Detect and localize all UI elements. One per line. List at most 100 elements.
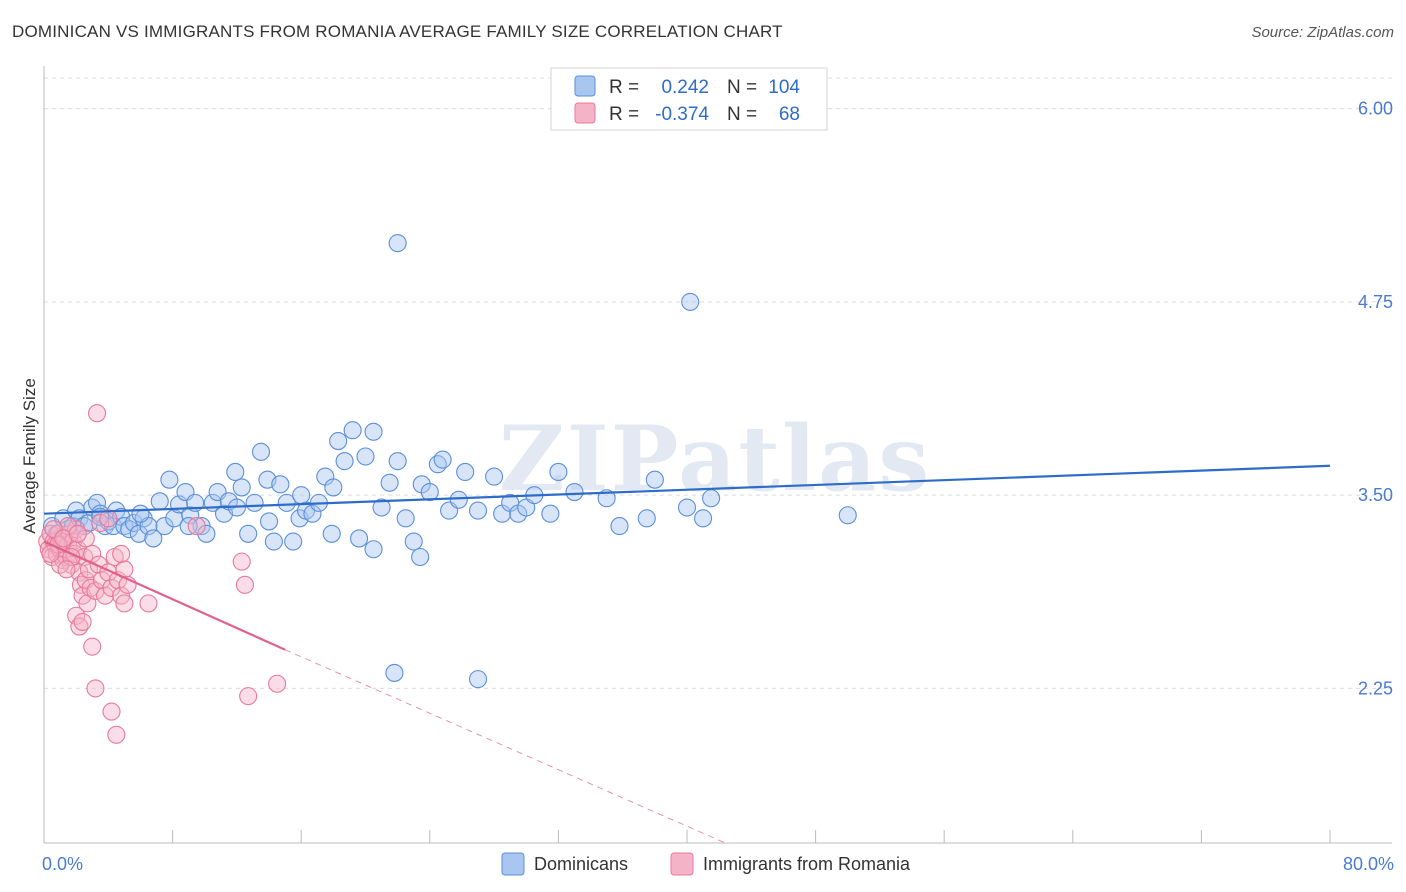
point-dominicans (264, 532, 283, 551)
point-romania (139, 594, 158, 613)
point-dominicans (350, 529, 369, 548)
point-dominicans (115, 517, 134, 536)
point-dominicans (456, 462, 475, 482)
axes (43, 66, 1392, 844)
legend: R = 0.242 N = 104 R = -0.374 N = 68 (550, 67, 828, 131)
point-dominicans (388, 234, 407, 253)
point-dominicans (411, 547, 430, 567)
source-label: Source: ZipAtlas.com (1251, 24, 1394, 41)
point-dominicans (329, 431, 348, 451)
point-romania (99, 509, 118, 528)
bottom-legend-label-romania: Immigrants from Romania (703, 854, 911, 874)
point-dominicans (277, 493, 296, 512)
point-dominicans (232, 478, 251, 497)
point-dominicans (124, 513, 144, 533)
point-romania (187, 517, 206, 536)
chart-title: DOMINICAN VS IMMIGRANTS FROM ROMANIA AVE… (12, 22, 783, 41)
point-dominicans (335, 452, 354, 471)
point-dominicans (549, 462, 568, 482)
point-dominicans (343, 421, 362, 440)
point-dominicans (251, 442, 271, 461)
point-dominicans (245, 493, 264, 512)
point-dominicans (838, 506, 857, 525)
y-tick-label: 3.50 (1358, 485, 1393, 505)
legend-n-value-dominicans: 104 (768, 77, 800, 98)
point-dominicans (468, 501, 488, 520)
trend-lines (43, 464, 1331, 844)
point-dominicans (155, 517, 174, 536)
legend-r-value-dominicans: 0.242 (661, 77, 709, 98)
point-romania (57, 560, 76, 579)
point-dominicans (284, 532, 303, 551)
point-dominicans (404, 532, 423, 551)
grid-lines (44, 77, 1392, 689)
point-dominicans (396, 509, 415, 528)
point-dominicans (637, 509, 656, 528)
series-romania (38, 404, 287, 744)
trend-line-romania (43, 540, 286, 651)
trend-line-romania-extension (284, 649, 726, 844)
point-dominicans (433, 450, 452, 469)
point-romania (68, 524, 87, 543)
series-dominicans (42, 234, 857, 689)
point-dominicans (364, 540, 383, 559)
point-dominicans (468, 670, 488, 689)
point-dominicans (259, 512, 279, 531)
legend-n-value-romania: 68 (779, 104, 800, 125)
point-dominicans (120, 520, 139, 539)
point-romania (54, 529, 73, 548)
legend-r-label-romania: R = (609, 104, 639, 125)
y-axis-title: Average Family Size (20, 378, 39, 534)
trend-line-dominicans (43, 464, 1331, 515)
legend-r-value-romania: -0.374 (655, 104, 709, 125)
point-dominicans (694, 509, 713, 528)
x-tick-label-start: 0.0% (42, 854, 83, 874)
point-romania (107, 725, 126, 744)
x-tick-labels: 0.0% 80.0% (42, 854, 1394, 874)
legend-n-label-dominicans: N = (727, 77, 757, 98)
point-dominicans (144, 529, 163, 548)
legend-swatch-dominicans (574, 75, 596, 97)
point-dominicans (449, 490, 468, 509)
point-dominicans (645, 470, 664, 489)
point-dominicans (364, 422, 383, 441)
bottom-legend-swatch-dominicans (501, 852, 525, 876)
y-tick-label: 4.75 (1358, 292, 1393, 312)
bottom-legend-label-dominicans: Dominicans (534, 854, 628, 874)
point-dominicans (324, 478, 343, 497)
point-romania (102, 702, 121, 721)
point-romania (86, 679, 105, 698)
point-dominicans (372, 498, 391, 517)
point-romania (83, 637, 102, 656)
point-dominicans (681, 292, 700, 311)
y-tick-label: 6.00 (1358, 99, 1393, 119)
point-dominicans (303, 504, 322, 523)
legend-n-label-romania: N = (727, 104, 757, 125)
point-dominicans (226, 462, 245, 482)
point-dominicans (485, 467, 504, 486)
point-romania (115, 594, 134, 613)
point-romania (239, 687, 258, 706)
bottom-legend-swatch-romania (670, 852, 694, 876)
point-dominicans (150, 492, 169, 511)
legend-r-label-dominicans: R = (609, 77, 639, 98)
point-dominicans (271, 475, 290, 494)
point-romania (73, 612, 92, 631)
point-dominicans (385, 663, 404, 682)
point-dominicans (131, 504, 150, 523)
point-dominicans (292, 486, 311, 505)
bottom-legend: Dominicans Immigrants from Romania (501, 852, 911, 876)
point-dominicans (197, 524, 216, 543)
point-dominicans (380, 473, 399, 492)
point-dominicans (565, 483, 584, 502)
point-dominicans (541, 504, 560, 523)
y-tick-label: 2.25 (1358, 678, 1393, 698)
point-dominicans (388, 452, 407, 471)
point-dominicans (677, 498, 697, 517)
point-dominicans (610, 517, 629, 536)
point-romania (232, 552, 251, 571)
point-romania (112, 544, 131, 563)
x-tick-label-end: 80.0% (1343, 854, 1394, 874)
point-romania (235, 575, 254, 594)
